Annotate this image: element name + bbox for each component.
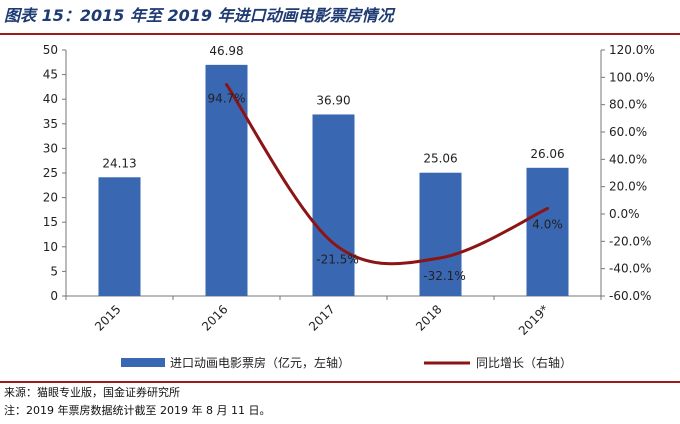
growth-value-label: -21.5% — [316, 252, 358, 266]
data-labels-layer: 24.13 46.98 36.90 25.06 26.06 94.7% -21.5% -32.… — [102, 44, 564, 283]
bar-value-label: 25.06 — [423, 152, 457, 166]
bar — [205, 64, 248, 296]
legend-line-label: 同比增长（右轴） — [476, 355, 572, 370]
left-tick-label: 15 — [43, 215, 58, 229]
legend-bar-swatch — [121, 358, 165, 367]
left-tick-label: 10 — [43, 240, 58, 254]
left-tick-label: 5 — [50, 264, 58, 278]
x-tick-label: 2019* — [516, 302, 552, 338]
left-tick-label: 35 — [43, 117, 58, 131]
right-tick-label: 100.0% — [609, 70, 655, 84]
footer-divider — [0, 381, 680, 383]
left-tick-label: 45 — [43, 68, 58, 82]
bar — [98, 177, 141, 296]
right-tick-label: -20.0% — [609, 234, 651, 248]
bar-value-label: 24.13 — [102, 156, 136, 170]
growth-value-label: -32.1% — [423, 269, 465, 283]
title-divider — [0, 33, 680, 35]
line-layer — [225, 83, 549, 266]
growth-value-label: 4.0% — [532, 218, 563, 232]
combo-chart: 0 5 10 15 20 25 30 35 40 45 50 -60.0% -40.0% -20.0% 0.… — [43, 43, 655, 370]
right-tick-label: -60.0% — [609, 289, 651, 303]
chart-title: 图表 15：2015 年至 2019 年进口动画电影票房情况 — [4, 6, 394, 25]
right-tick-label: 0.0% — [609, 207, 640, 221]
left-tick-label: 25 — [43, 166, 58, 180]
growth-value-label: 94.7% — [207, 92, 245, 106]
growth-line — [225, 83, 549, 266]
right-tick-label: -40.0% — [609, 262, 651, 276]
left-tick-label: 0 — [50, 289, 58, 303]
legend: 进口动画电影票房（亿元，左轴） 同比增长（右轴） — [121, 355, 572, 370]
legend-bar-label: 进口动画电影票房（亿元，左轴） — [170, 355, 350, 370]
footnote: 注：2019 年票房数据统计截至 2019 年 8 月 11 日。 — [4, 404, 271, 417]
source-note: 来源：猫眼专业版，国金证券研究所 — [4, 386, 180, 399]
x-tick-label: 2015 — [92, 302, 123, 333]
left-tick-label: 50 — [43, 43, 58, 57]
right-tick-label: 80.0% — [609, 98, 647, 112]
bar-value-label: 46.98 — [209, 44, 243, 58]
bar — [312, 114, 355, 297]
left-tick-label: 40 — [43, 92, 58, 106]
bars-layer — [98, 64, 569, 297]
x-tick-label: 2017 — [306, 302, 337, 333]
x-tick-label: 2018 — [413, 302, 444, 333]
x-tick-label: 2016 — [199, 302, 230, 333]
bar — [419, 172, 462, 296]
right-tick-label: 120.0% — [609, 43, 655, 57]
right-tick-label: 40.0% — [609, 152, 647, 166]
left-tick-label: 20 — [43, 191, 58, 205]
right-tick-label: 60.0% — [609, 125, 647, 139]
bar-value-label: 36.90 — [316, 93, 350, 107]
bar-value-label: 26.06 — [530, 147, 564, 161]
right-tick-label: 20.0% — [609, 180, 647, 194]
left-tick-label: 30 — [43, 141, 58, 155]
bar — [526, 167, 569, 296]
